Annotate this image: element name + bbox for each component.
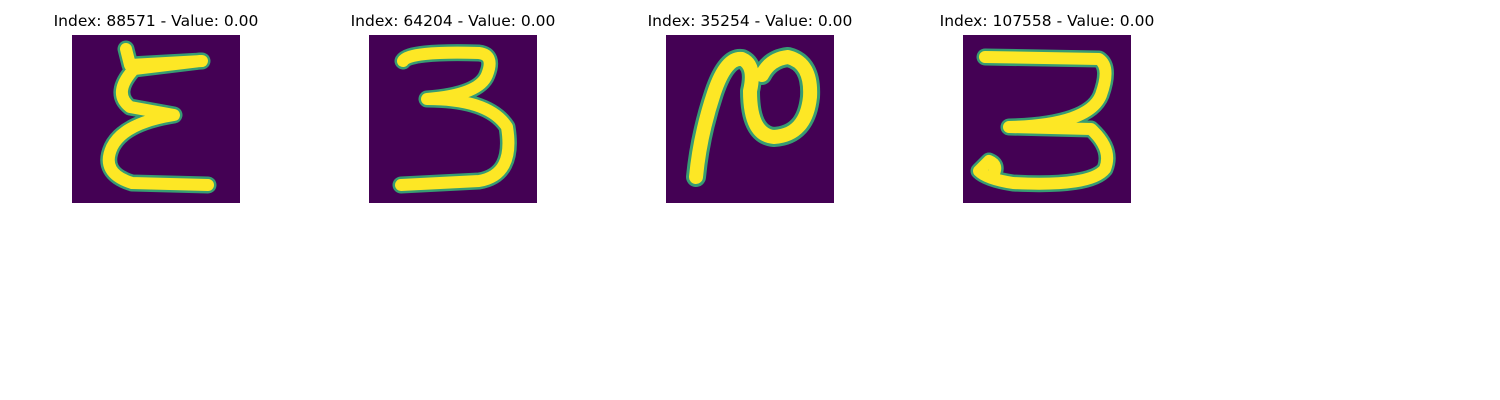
handwritten-three-glyph (392, 44, 517, 194)
panel-title: Index: 107558 - Value: 0.00 (939, 12, 1155, 30)
handwritten-three-glyph (970, 48, 1116, 193)
panel-title: Index: 64204 - Value: 0.00 (350, 12, 556, 30)
digit-image (963, 35, 1131, 203)
sample-panel-2: Index: 64204 - Value: 0.00 (323, 0, 583, 210)
sample-panel-1: Index: 88571 - Value: 0.00 (26, 0, 286, 210)
handwritten-epsilon-glyph (100, 40, 217, 194)
digit-image (72, 35, 240, 203)
handwritten-loop-glyph (686, 47, 821, 187)
sample-panel-4: Index: 107558 - Value: 0.00 (917, 0, 1177, 210)
sample-panel-3: Index: 35254 - Value: 0.00 (620, 0, 880, 210)
panel-title: Index: 88571 - Value: 0.00 (53, 12, 259, 30)
panel-title: Index: 35254 - Value: 0.00 (647, 12, 853, 30)
digit-image (666, 35, 834, 203)
digit-image (369, 35, 537, 203)
